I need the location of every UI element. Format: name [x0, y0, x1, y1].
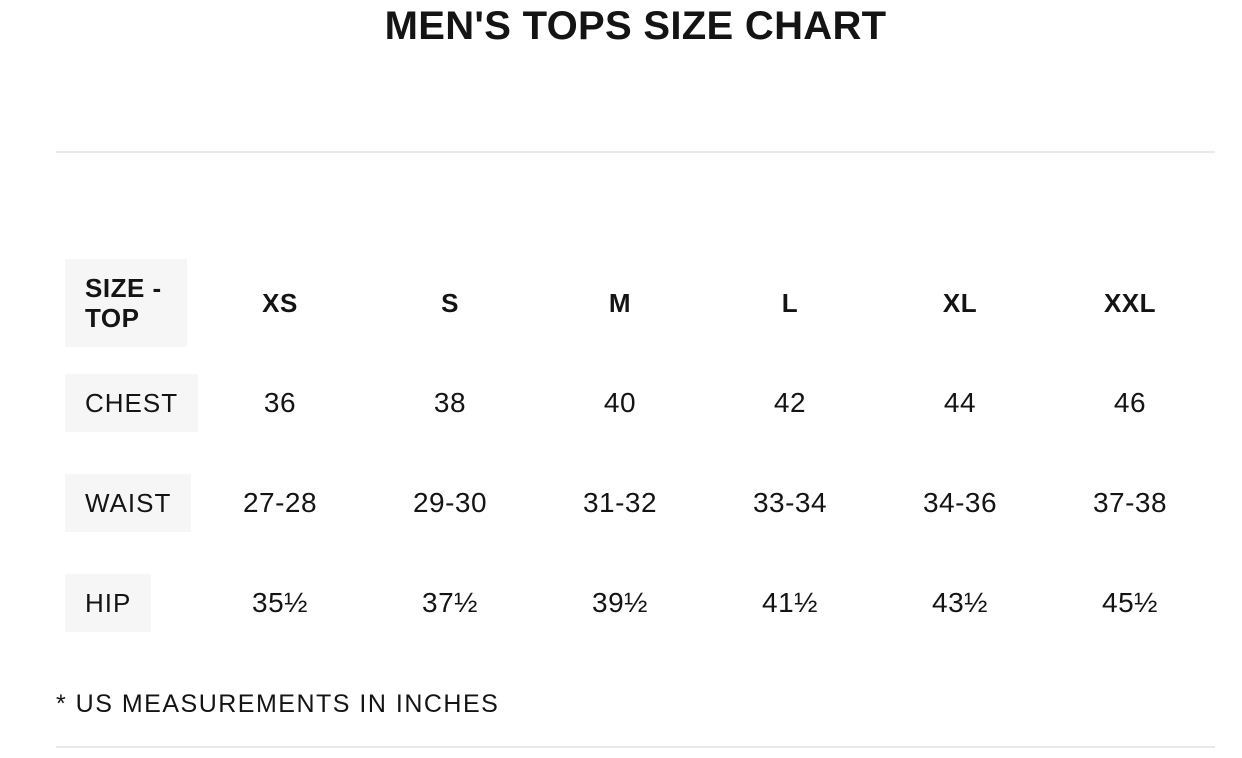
chest-value-xxl: 46 [1113, 387, 1147, 418]
size-chart-table: SIZE - TOP XS S M L XL XXL CHEST 36 38 4… [65, 253, 1215, 653]
waist-value-m: 31-32 [582, 487, 658, 518]
hip-row-label: HIP [65, 574, 152, 632]
corner-header-label: SIZE - TOP [65, 259, 187, 347]
waist-value-l: 33-34 [752, 487, 828, 518]
hip-value-l: 41½ [762, 587, 818, 618]
chest-value-xl: 44 [943, 387, 977, 418]
chest-row: CHEST 36 38 40 42 44 46 [65, 353, 1215, 453]
chest-row-label: CHEST [65, 374, 199, 432]
chest-value-l: 42 [773, 387, 807, 418]
bottom-divider [56, 746, 1215, 748]
waist-row: WAIST 27-28 29-30 31-32 33-34 34-36 37-3… [65, 453, 1215, 553]
size-header-m: M [608, 287, 632, 318]
hip-value-m: 39½ [592, 587, 648, 618]
waist-value-xs: 27-28 [242, 487, 318, 518]
measurements-footnote: * US MEASUREMENTS IN INCHES [56, 690, 500, 718]
size-header-xl: XL [942, 287, 978, 318]
size-header-xs: XS [262, 287, 298, 318]
size-header-row: SIZE - TOP XS S M L XL XXL [65, 253, 1215, 353]
top-divider [56, 151, 1215, 153]
waist-value-xxl: 37-38 [1092, 487, 1168, 518]
waist-value-xl: 34-36 [922, 487, 998, 518]
hip-value-xs: 35½ [252, 587, 308, 618]
waist-value-s: 29-30 [412, 487, 488, 518]
waist-row-label: WAIST [65, 474, 192, 532]
size-header-s: S [441, 287, 459, 318]
size-header-xxl: XXL [1103, 287, 1157, 318]
hip-value-xl: 43½ [932, 587, 988, 618]
hip-row: HIP 35½ 37½ 39½ 41½ 43½ 45½ [65, 553, 1215, 653]
hip-value-xxl: 45½ [1102, 587, 1158, 618]
chest-value-xs: 36 [263, 387, 297, 418]
hip-value-s: 37½ [422, 587, 478, 618]
chest-value-m: 40 [603, 387, 637, 418]
chest-value-s: 38 [433, 387, 467, 418]
page-title: MEN'S TOPS SIZE CHART [384, 4, 887, 48]
size-header-l: L [781, 287, 799, 318]
